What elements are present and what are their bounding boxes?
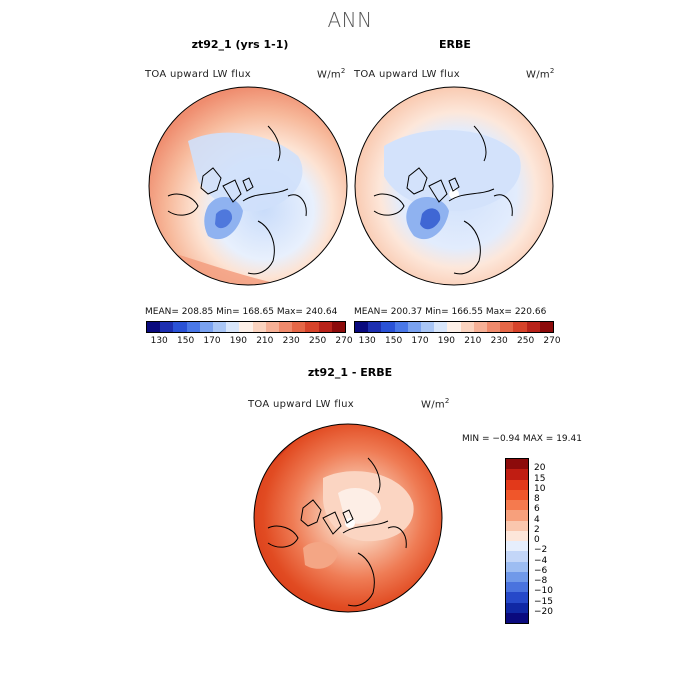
panel-left-title: zt92_1 (yrs 1-1) (191, 38, 289, 51)
panel-right-units: W/m2 (526, 67, 555, 81)
colorbar-diff (505, 458, 529, 624)
colorbar-left-swatch (213, 322, 227, 332)
colorbar-diff-tick-label: −4 (534, 555, 548, 566)
colorbar-diff-tick-label: −2 (534, 545, 548, 556)
colorbar-diff-swatch (506, 530, 528, 541)
colorbar-left (146, 321, 346, 333)
colorbar-diff-swatch (506, 561, 528, 572)
colorbar-right-swatch (473, 322, 488, 332)
colorbar-diff-swatch (506, 459, 528, 470)
colorbar-left-swatch (331, 322, 346, 332)
colorbar-diff-tick-label: 0 (534, 535, 540, 545)
colorbar-left-swatch (226, 322, 240, 332)
colorbar-right-swatch (500, 322, 514, 332)
colorbar-left-swatch (265, 322, 280, 332)
colorbar-left-tick-label: 170 (203, 336, 221, 346)
colorbar-right-swatch (434, 322, 448, 332)
colorbar-left-swatch (305, 322, 319, 332)
diff-map (253, 423, 443, 613)
colorbar-diff-swatch (506, 500, 528, 511)
colorbar-right-swatch (394, 322, 408, 332)
colorbar-right-tick-label: 150 (385, 336, 403, 346)
colorbar-left-swatch (173, 322, 187, 332)
colorbar-right-swatch (539, 322, 554, 332)
colorbar-left-tick-label: 210 (256, 336, 274, 346)
colorbar-left-tick-label: 130 (150, 336, 168, 346)
colorbar-right-swatch (460, 322, 474, 332)
colorbar-diff-tick-label: 4 (534, 514, 540, 525)
colorbar-diff-swatch (506, 541, 528, 552)
diff-stats: MIN = −0.94 MAX = 19.41 (462, 434, 582, 444)
colorbar-left-tick-label: 270 (335, 336, 353, 346)
colorbar-diff-tick-label: 10 (534, 483, 546, 494)
colorbar-diff-tick-label: 8 (534, 494, 540, 504)
colorbar-left-swatch (199, 322, 214, 332)
colorbar-right-swatch (421, 322, 435, 332)
colorbar-left-swatch (239, 322, 253, 332)
colorbar-right-swatch (368, 322, 382, 332)
colorbar-diff-swatch (506, 510, 528, 521)
colorbar-diff-swatch (506, 592, 528, 603)
colorbar-diff-tick-label: −20 (534, 606, 553, 617)
colorbar-diff-swatch (506, 520, 528, 531)
colorbar-left-tick-label: 190 (229, 336, 247, 346)
colorbar-diff-swatch (506, 469, 528, 480)
colorbar-left-swatch (292, 322, 306, 332)
colorbar-diff-swatch (506, 582, 528, 593)
colorbar-diff-swatch (506, 479, 528, 490)
colorbar-diff-swatch (506, 571, 528, 582)
colorbar-right-swatch (407, 322, 422, 332)
colorbar-right-swatch (447, 322, 461, 332)
colorbar-diff-tick-label: 20 (534, 463, 546, 474)
colorbar-right-tick-label: 190 (437, 336, 455, 346)
colorbar-right-swatch (513, 322, 527, 332)
panel-right-stats: MEAN= 200.37 Min= 166.55 Max= 220.66 (354, 307, 547, 317)
panel-left-variable: TOA upward LW flux (145, 69, 251, 80)
diff-units: W/m2 (421, 397, 450, 411)
colorbar-diff-tick-label: 2 (534, 524, 540, 535)
diff-title: zt92_1 - ERBE (307, 366, 393, 379)
colorbar-diff-tick-label: 15 (534, 473, 546, 484)
colorbar-diff-tick-label: −8 (534, 576, 548, 586)
colorbar-diff-tick-label: −15 (534, 596, 553, 607)
colorbar-left-swatch (279, 322, 293, 332)
panel-left-stats: MEAN= 208.85 Min= 168.65 Max= 240.64 (145, 307, 338, 317)
panel-left-units: W/m2 (317, 67, 346, 81)
colorbar-left-tick-label: 150 (177, 336, 195, 346)
colorbar-right (354, 321, 554, 333)
colorbar-left-swatch (186, 322, 200, 332)
colorbar-left-swatch (318, 322, 332, 332)
panel-right-variable: TOA upward LW flux (354, 69, 460, 80)
colorbar-diff-tick-label: 6 (534, 504, 540, 515)
colorbar-left-swatch (252, 322, 266, 332)
panel-left-map (148, 86, 348, 286)
colorbar-right-tick-label: 230 (490, 336, 508, 346)
panel-right-title: ERBE (439, 38, 471, 51)
colorbar-diff-swatch (506, 551, 528, 562)
diff-variable: TOA upward LW flux (248, 399, 354, 410)
colorbar-right-tick-label: 270 (543, 336, 561, 346)
colorbar-right-tick-label: 130 (358, 336, 376, 346)
colorbar-left-tick-label: 230 (282, 336, 300, 346)
colorbar-diff-swatch (506, 489, 528, 500)
colorbar-left-swatch (147, 322, 161, 332)
colorbar-left-labels: 130 150 170 190 210 230 250 270 (146, 336, 353, 348)
colorbar-right-swatch (487, 322, 501, 332)
colorbar-left-swatch (160, 322, 174, 332)
page-title: ANN (327, 8, 373, 32)
colorbar-right-tick-label: 210 (464, 336, 482, 346)
colorbar-right-swatch (381, 322, 395, 332)
panel-right-map (354, 86, 554, 286)
colorbar-left-tick-label: 250 (309, 336, 327, 346)
colorbar-diff-swatch (506, 612, 528, 623)
colorbar-diff-tick-label: −6 (534, 565, 548, 576)
colorbar-diff-swatch (506, 602, 528, 613)
colorbar-diff-labels: 20 15 10 8 6 4 2 0 −2 −4 −6 −8 −10 −15 −20 (534, 458, 574, 622)
colorbar-right-tick-label: 170 (411, 336, 429, 346)
colorbar-diff-tick-label: −10 (534, 586, 553, 597)
colorbar-right-labels: 130 150 170 190 210 230 250 270 (354, 336, 561, 348)
colorbar-right-tick-label: 250 (517, 336, 535, 346)
colorbar-right-swatch (526, 322, 540, 332)
colorbar-right-swatch (355, 322, 369, 332)
